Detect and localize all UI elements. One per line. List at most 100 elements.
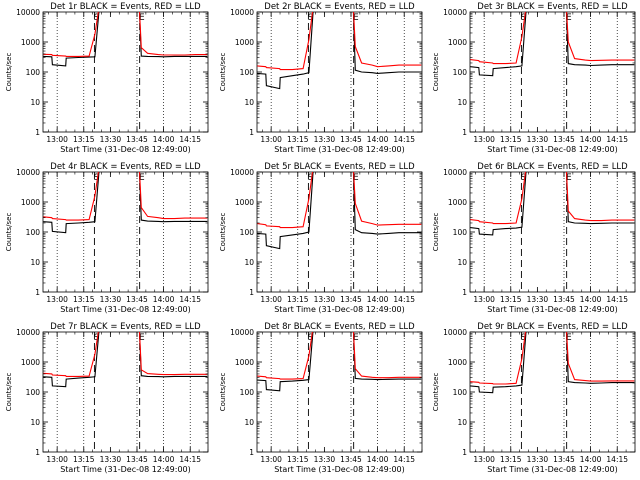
marker-letter: E	[566, 13, 572, 23]
lld-series-line	[257, 332, 422, 380]
panel-title: Det 9r BLACK = Events, RED = LLD	[477, 322, 628, 332]
y-tick-label: 1	[35, 128, 40, 137]
y-axis-label: Counts/sec	[219, 213, 227, 252]
x-tick-label: 14:00	[580, 295, 602, 304]
y-tick-label: 1	[249, 448, 254, 457]
series-group	[43, 12, 208, 67]
y-tick-label: 10	[244, 418, 254, 427]
y-axis-label: Counts/sec	[5, 53, 13, 92]
panel-title: Det 8r BLACK = Events, RED = LLD	[264, 322, 415, 332]
series-group	[470, 172, 635, 236]
x-tick-label: 13:00	[46, 455, 68, 464]
x-tick-label: 14:15	[393, 135, 415, 144]
y-tick-label: 100	[453, 68, 468, 77]
x-axis-label: Start Time (31-Dec-08 12:49:00)	[60, 145, 191, 154]
x-tick-label: 13:30	[100, 135, 122, 144]
x-tick-label: 14:15	[393, 295, 415, 304]
y-tick-label: 100	[453, 388, 468, 397]
x-tick-label: 13:45	[553, 295, 575, 304]
x-axis-label: Start Time (31-Dec-08 12:49:00)	[60, 305, 191, 314]
x-tick-label: 13:00	[260, 455, 282, 464]
x-tick-label: 13:00	[46, 135, 68, 144]
x-tick-label: 13:45	[340, 135, 362, 144]
events-series-line	[470, 332, 635, 394]
x-tick-label: 13:15	[500, 455, 522, 464]
x-tick-label: 13:30	[314, 295, 336, 304]
y-tick-label: 1000	[21, 358, 40, 367]
y-tick-label: 100	[240, 68, 255, 77]
x-tick-label: 13:30	[527, 135, 549, 144]
x-tick-label: 14:00	[580, 455, 602, 464]
panel-title: Det 6r BLACK = Events, RED = LLD	[477, 162, 628, 172]
panel-title: Det 3r BLACK = Events, RED = LLD	[477, 2, 628, 12]
y-tick-label: 1	[249, 128, 254, 137]
x-tick-label: 13:15	[500, 135, 522, 144]
y-axis-label: Counts/sec	[5, 373, 13, 412]
series-group	[470, 12, 635, 77]
y-tick-label: 1	[462, 128, 467, 137]
x-axis-label: Start Time (31-Dec-08 12:49:00)	[487, 465, 618, 474]
marker-letter: E	[353, 13, 359, 23]
series-group	[43, 332, 208, 388]
x-tick-label: 14:00	[153, 135, 175, 144]
lld-series-line	[470, 172, 635, 225]
plot-frame	[469, 171, 636, 293]
lld-series-line	[43, 332, 208, 377]
x-tick-label: 13:45	[553, 135, 575, 144]
x-tick-label: 14:00	[367, 455, 389, 464]
plot-frame	[469, 331, 636, 453]
marker-letter: E	[139, 13, 145, 23]
x-tick-label: 13:15	[73, 455, 95, 464]
y-tick-label: 100	[26, 388, 41, 397]
x-tick-label: 13:30	[527, 455, 549, 464]
plot-frame	[256, 331, 423, 453]
x-tick-label: 13:45	[340, 455, 362, 464]
y-tick-label: 100	[26, 68, 41, 77]
plot-frame	[42, 11, 209, 133]
y-tick-label: 10	[244, 258, 254, 267]
x-tick-label: 13:30	[527, 295, 549, 304]
plot-frame	[42, 171, 209, 293]
events-series-line	[257, 12, 422, 90]
y-tick-label: 10	[457, 258, 467, 267]
panel-title: Det 2r BLACK = Events, RED = LLD	[264, 2, 415, 12]
y-axis-label: Counts/sec	[219, 53, 227, 92]
marker-letter: E	[353, 333, 359, 343]
events-series-line	[43, 332, 208, 388]
marker-letter: S	[94, 173, 100, 183]
y-tick-label: 10000	[230, 8, 254, 17]
x-tick-label: 13:15	[73, 135, 95, 144]
x-tick-label: 13:15	[73, 295, 95, 304]
y-axis-label: Counts/sec	[5, 213, 13, 252]
marker-letter: S	[521, 333, 527, 343]
x-tick-label: 13:15	[287, 135, 309, 144]
y-tick-label: 10000	[230, 328, 254, 337]
y-tick-label: 1000	[448, 198, 467, 207]
lld-series-line	[257, 12, 422, 71]
marker-letter: S	[521, 13, 527, 23]
events-series-line	[43, 172, 208, 234]
y-tick-label: 10000	[16, 8, 40, 17]
marker-letter: S	[94, 13, 100, 23]
plot-frame	[256, 171, 423, 293]
marker-letter: S	[308, 333, 314, 343]
lld-series-line	[43, 12, 208, 57]
y-tick-label: 1	[35, 448, 40, 457]
lld-series-line	[43, 172, 208, 221]
y-tick-label: 10000	[230, 168, 254, 177]
x-tick-label: 13:45	[126, 295, 148, 304]
x-tick-label: 14:00	[367, 135, 389, 144]
marker-letter: E	[353, 173, 359, 183]
y-tick-label: 10000	[16, 168, 40, 177]
x-axis-label: Start Time (31-Dec-08 12:49:00)	[274, 145, 405, 154]
marker-letter: S	[308, 13, 314, 23]
x-tick-label: 13:30	[100, 455, 122, 464]
x-tick-label: 13:30	[100, 295, 122, 304]
x-tick-label: 13:00	[473, 295, 495, 304]
